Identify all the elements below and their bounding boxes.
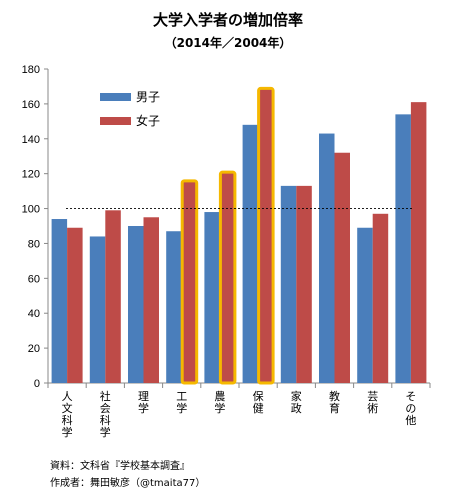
x-category-label: 学 — [62, 425, 73, 439]
x-category-label: 社 — [100, 389, 111, 403]
plot-area: 020406080100120140160180人文科学社会科学理学工学農学保健… — [22, 64, 431, 439]
x-category-label: 政 — [291, 401, 302, 415]
source-note: 資料：文科省『学校基本調査』 — [50, 459, 190, 472]
bar-male — [357, 227, 373, 383]
x-category-label: 理 — [138, 390, 149, 403]
bar-female — [296, 185, 312, 383]
bar-male — [51, 219, 68, 383]
bar-female — [67, 227, 83, 383]
x-category-label: 術 — [367, 402, 378, 415]
x-category-label: 科 — [62, 413, 73, 427]
y-tick-label: 160 — [22, 99, 40, 111]
author-note: 作成者：舞田敏彦（@tmaita77） — [50, 476, 205, 489]
bar-male — [319, 133, 335, 383]
bar-female — [410, 102, 427, 384]
y-tick-label: 180 — [22, 64, 40, 76]
chart-subtitle: （2014年／2004年） — [165, 35, 292, 50]
x-category-label: の — [405, 402, 416, 415]
y-tick-label: 120 — [22, 169, 40, 181]
chart-title: 大学入学者の増加倍率 — [153, 11, 303, 29]
x-category-label: 学 — [100, 425, 111, 439]
bar-female — [143, 217, 159, 383]
bar-male — [395, 114, 411, 383]
bar-male — [128, 226, 144, 383]
y-tick-label: 20 — [28, 343, 40, 355]
x-category-label: 育 — [329, 401, 340, 415]
legend-swatch — [100, 117, 131, 125]
y-tick-label: 140 — [22, 134, 40, 146]
y-tick-label: 0 — [34, 378, 40, 390]
bar-female — [334, 152, 350, 383]
y-tick-label: 100 — [22, 204, 40, 216]
x-category-label: 科 — [100, 413, 111, 427]
bar-female-highlighted — [257, 86, 275, 385]
legend-label: 女子 — [136, 113, 160, 128]
x-category-label: 芸 — [367, 390, 378, 403]
y-tick-label: 40 — [28, 308, 40, 320]
x-category-label: 保 — [253, 389, 264, 403]
y-tick-label: 80 — [28, 238, 40, 250]
x-category-label: 他 — [405, 414, 416, 427]
bar-male — [166, 231, 182, 383]
x-category-label: 学 — [214, 401, 225, 415]
legend-label: 男子 — [136, 90, 160, 104]
x-category-label: 人 — [62, 390, 73, 403]
x-category-label: 学 — [176, 401, 187, 415]
x-category-label: 教 — [329, 390, 340, 403]
x-category-label: 家 — [291, 389, 302, 403]
bar-female — [105, 210, 121, 383]
bar-female-highlighted — [180, 179, 199, 385]
x-category-label: 工 — [176, 390, 187, 403]
bar-male — [89, 236, 106, 383]
bar-male — [204, 212, 220, 383]
x-category-label: 農 — [214, 389, 225, 403]
y-tick-label: 60 — [28, 273, 40, 285]
bar-female — [372, 213, 389, 383]
bar-male — [280, 185, 297, 383]
x-category-label: そ — [405, 390, 416, 403]
legend-swatch — [100, 93, 131, 101]
bar-male — [242, 124, 259, 384]
x-category-label: 健 — [253, 402, 264, 415]
x-category-label: 学 — [138, 401, 149, 415]
x-category-label: 文 — [62, 401, 73, 415]
bar-female-highlighted — [218, 170, 237, 385]
x-category-label: 会 — [100, 402, 111, 415]
